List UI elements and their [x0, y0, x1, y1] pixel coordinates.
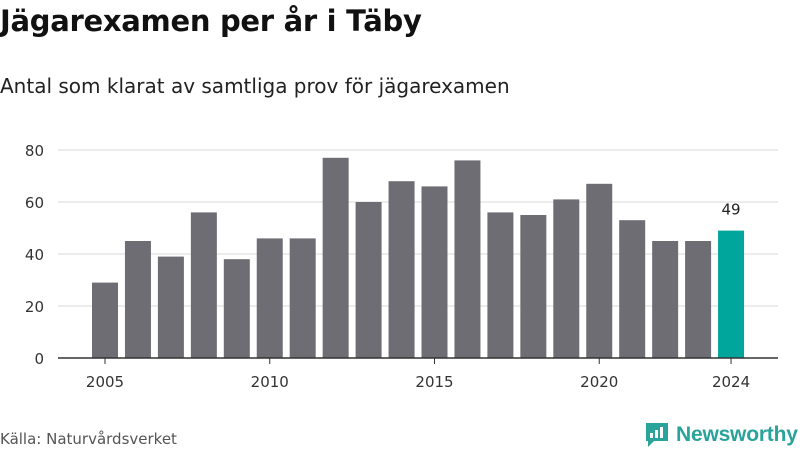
bar-2021 — [619, 220, 646, 358]
x-axis-ticks: 2005 2010 2015 2020 2024 — [58, 357, 778, 391]
chart-subtitle: Antal som klarat av samtliga prov för jä… — [0, 74, 510, 98]
bar-2009 — [223, 259, 250, 358]
bar-2005 — [92, 282, 118, 358]
bar-chart: 0 20 40 60 80 2005 2010 2015 2020 2024 49 — [25, 142, 778, 391]
y-tick-label: 20 — [25, 298, 44, 316]
y-tick-label: 80 — [25, 142, 44, 160]
y-tick-label: 0 — [34, 350, 44, 368]
bar-2013 — [355, 202, 382, 358]
brand-logo: Newsworthy — [644, 420, 798, 450]
bar-2016 — [454, 160, 481, 358]
bar-2020 — [586, 183, 613, 358]
bars — [92, 157, 745, 358]
x-tick-label: 2005 — [86, 373, 124, 391]
bar-2019 — [553, 199, 580, 358]
x-tick-label: 2010 — [251, 373, 289, 391]
chart-title: Jägarexamen per år i Täby — [0, 4, 422, 38]
bar-2012 — [322, 157, 349, 358]
bar-2023 — [685, 241, 712, 358]
bar-2006 — [124, 241, 151, 358]
bar-2024 — [718, 230, 745, 358]
bar-2017 — [487, 212, 514, 358]
brand-name: Newsworthy — [676, 423, 798, 446]
data-label-2024: 49 — [722, 201, 741, 219]
bar-2015 — [421, 186, 448, 358]
x-tick-label: 2015 — [415, 373, 453, 391]
bar-2008 — [190, 212, 217, 358]
bar-2022 — [652, 241, 679, 358]
bar-2010 — [256, 238, 283, 358]
y-tick-label: 40 — [25, 246, 44, 264]
x-tick-label: 2024 — [712, 373, 750, 391]
source-note: Källa: Naturvårdsverket — [0, 430, 177, 448]
x-tick-label: 2020 — [580, 373, 618, 391]
y-axis-ticks: 0 20 40 60 80 — [25, 142, 44, 368]
bar-2018 — [520, 215, 547, 358]
y-tick-label: 60 — [25, 194, 44, 212]
data-labels: 49 — [722, 201, 741, 219]
bar-2007 — [157, 256, 184, 358]
bar-2014 — [388, 181, 415, 358]
bar-2011 — [289, 238, 316, 358]
newsworthy-logo-icon — [646, 423, 668, 447]
